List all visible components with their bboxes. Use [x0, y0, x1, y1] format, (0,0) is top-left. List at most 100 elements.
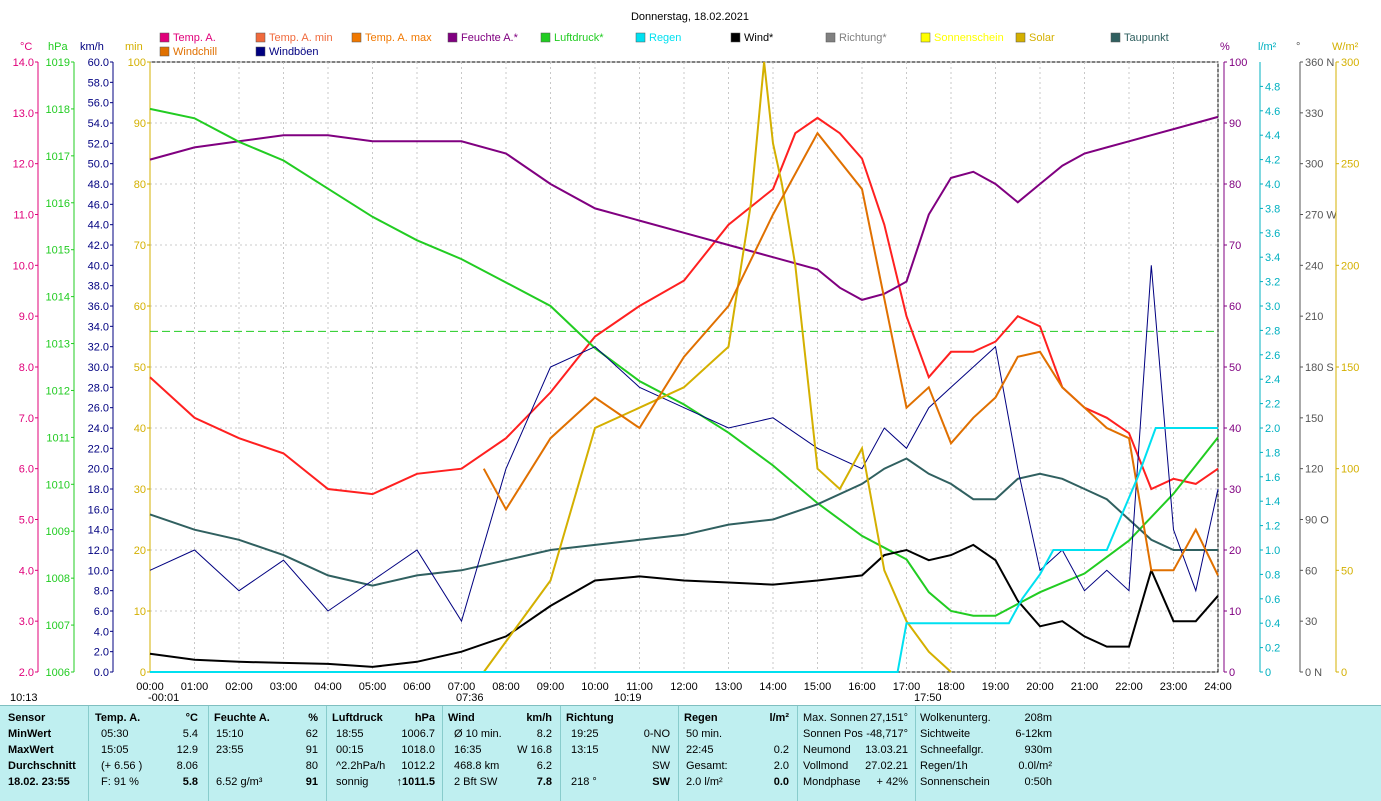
summary-value: 8.06 [176, 760, 198, 772]
summary-value: ↑1011.5 [396, 776, 435, 788]
sun-axis-tick-label: 70 [134, 240, 146, 252]
direction-axis-tick-label: 180 S [1305, 362, 1334, 374]
legend-swatch [825, 32, 836, 43]
direction-axis-tick-label: 90 O [1305, 515, 1329, 527]
weather-chart: Donnerstag, 18.02.2021 Temp. A. Temp. A. m… [10, 11, 1359, 704]
series-taupunkt [149, 457, 1218, 587]
temp-axis-tick-label: 13.0 [13, 108, 34, 120]
sun-label: Sonnen Pos [803, 728, 863, 740]
summary-value: 1018.0 [401, 744, 435, 756]
wind-axis-tick-label: 12.0 [88, 545, 109, 557]
rain-axis-tick-label: 0.2 [1265, 643, 1280, 655]
pressure-axis-tick-label: 1012 [46, 385, 70, 397]
rain-axis-tick-label: 3.4 [1265, 252, 1280, 264]
rain-axis-tick-label: 1.6 [1265, 472, 1280, 484]
temp-axis-tick-label: 12.0 [13, 159, 34, 171]
x-tick-label: 16:00 [848, 681, 876, 693]
temp-axis-tick-label: 5.0 [19, 515, 34, 527]
series-solar [482, 61, 952, 673]
misc-label: Schneefallgr. [920, 744, 984, 756]
summary-panel: Sensor MinWert MaxWert Durchschnitt 18.02. 2… [0, 705, 1381, 801]
direction-axis-tick-label: 300 [1305, 159, 1323, 171]
axis-unit-solar: W/m² [1332, 41, 1359, 53]
rain-axis-tick-label: 0.6 [1265, 594, 1280, 606]
solar-axis-tick-label: 100 [1341, 464, 1359, 476]
summary-label: 6.52 g/m³ [216, 776, 263, 788]
legend-label: Temp. A. [173, 32, 216, 44]
rain-axis-tick-label: 0 [1265, 667, 1271, 679]
wind-axis-tick-label: 4.0 [94, 626, 109, 638]
legend-swatch [540, 32, 551, 43]
column-unit: km/h [526, 712, 552, 724]
sun-axis-tick-label: 20 [134, 545, 146, 557]
summary-value: 91 [305, 744, 318, 756]
humidity-axis-tick-label: 60 [1229, 301, 1241, 313]
column-header: Regen [684, 712, 718, 724]
series-luftdruck [149, 107, 1219, 617]
x-tick-label: 04:00 [314, 681, 342, 693]
wind-axis-tick-label: 34.0 [88, 321, 109, 333]
summary-label: F: 91 % [101, 776, 139, 788]
temp-axis-tick-label: 7.0 [19, 413, 34, 425]
solar-axis-tick-label: 150 [1341, 362, 1359, 374]
summary-label: 23:55 [216, 744, 244, 756]
summary-separator [915, 706, 916, 801]
summary-label: 05:30 [101, 728, 129, 740]
summary-value: 7.8 [536, 776, 552, 788]
humidity-axis-tick-label: 70 [1229, 240, 1241, 252]
legend-label: Feuchte A.* [461, 32, 519, 44]
summary-value: NW [651, 744, 670, 756]
solar-axis-tick-label: 50 [1341, 565, 1353, 577]
pressure-axis-tick-label: 1019 [46, 57, 70, 69]
misc-value: 208m [1024, 712, 1052, 724]
row-label: Durchschnitt [8, 760, 76, 772]
pressure-axis-tick-label: 1007 [46, 620, 70, 632]
wind-axis-tick-label: 28.0 [88, 382, 109, 394]
summary-separator [442, 706, 443, 801]
direction-axis-tick-label: 210 [1305, 311, 1323, 323]
summary-value: 5.8 [182, 776, 198, 788]
pressure-axis-tick-label: 1018 [46, 104, 70, 116]
summary-separator [208, 706, 209, 801]
legend-label: Wind* [744, 32, 774, 44]
rain-axis-tick-label: 4.4 [1265, 130, 1280, 142]
pressure-axis-tick-label: 1013 [46, 339, 70, 351]
x-tick-label: 23:00 [1160, 681, 1188, 693]
wind-axis-tick-label: 2.0 [94, 647, 109, 659]
direction-axis-tick-label: 270 W [1305, 210, 1337, 222]
rain-axis-tick-label: 0.4 [1265, 618, 1280, 630]
rain-axis-tick-label: 4.8 [1265, 81, 1280, 93]
humidity-axis-tick-label: 40 [1229, 423, 1241, 435]
summary-label: 218 ° [571, 776, 597, 788]
temp-axis-tick-label: 10.0 [13, 260, 34, 272]
wind-axis-tick-label: 50.0 [88, 159, 109, 171]
pressure-axis-tick-label: 1011 [46, 432, 70, 444]
column-unit: % [308, 712, 318, 724]
wind-axis-tick-label: 36.0 [88, 301, 109, 313]
wind-axis-tick-label: 0.0 [94, 667, 109, 679]
humidity-axis-tick-label: 50 [1229, 362, 1241, 374]
summary-separator [797, 706, 798, 801]
summary-label: ^2.2hPa/h [336, 760, 386, 772]
sun-axis-tick-label: 0 [140, 667, 146, 679]
legend-swatch [1015, 32, 1026, 43]
x-tick-label: 15:00 [804, 681, 832, 693]
wind-axis-tick-label: 14.0 [88, 525, 109, 537]
x-tick-label: 11:00 [626, 681, 653, 693]
series-wind [149, 543, 1219, 668]
axis-unit-pressure: hPa [48, 41, 68, 53]
rain-axis-tick-label: 3.0 [1265, 301, 1280, 313]
pressure-axis-tick-label: 1006 [46, 667, 70, 679]
summary-value: 0.2 [773, 744, 789, 756]
direction-axis-tick-label: 120 [1305, 464, 1323, 476]
direction-axis-tick-label: 30 [1305, 616, 1317, 628]
summary-value: SW [652, 776, 670, 788]
x-tick-label: 07:00 [448, 681, 476, 693]
x-tick-label: 03:00 [270, 681, 298, 693]
summary-value: 1012.2 [401, 760, 435, 772]
legend-label: Taupunkt [1124, 32, 1169, 44]
summary-value: 5.4 [182, 728, 198, 740]
rain-axis-tick-label: 0.8 [1265, 569, 1280, 581]
humidity-axis-tick-label: 100 [1229, 57, 1247, 69]
wind-axis-tick-label: 10.0 [88, 565, 109, 577]
